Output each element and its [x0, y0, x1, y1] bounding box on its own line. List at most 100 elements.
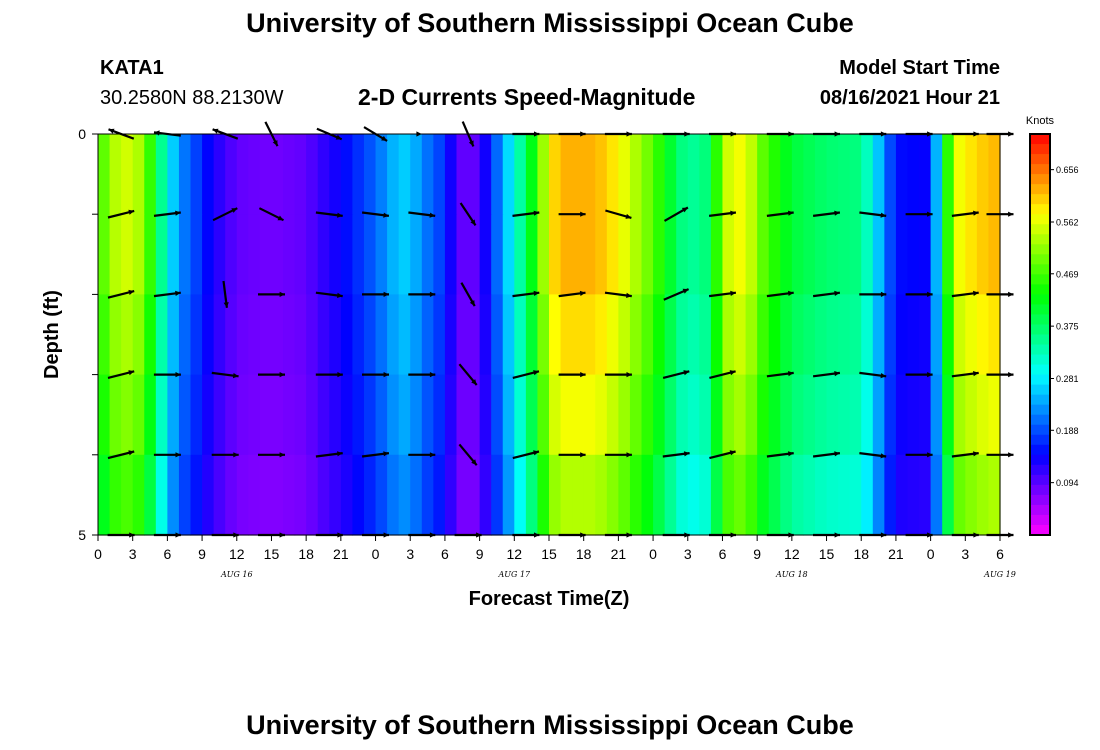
model-start-time: 08/16/2021 Hour 21 — [819, 87, 1000, 109]
heatmap-cell — [410, 214, 423, 295]
vector-head — [973, 371, 979, 377]
heatmap-cell — [745, 454, 758, 536]
heatmap-cell — [664, 214, 677, 295]
current-vector — [512, 290, 540, 298]
heatmap-cell — [676, 374, 689, 456]
heatmap-cell — [363, 294, 377, 376]
vector-head — [476, 532, 482, 538]
heatmap-cell — [930, 374, 943, 456]
heatmap-cell — [317, 294, 330, 376]
heatmap-cell — [468, 294, 481, 376]
heatmap-cell — [872, 454, 885, 536]
vector-head — [973, 451, 979, 457]
heatmap-cell — [953, 454, 966, 536]
heatmap-cell — [757, 454, 770, 536]
heatmap-cell — [225, 454, 238, 536]
heatmap-cell — [410, 374, 423, 456]
heatmap-cell — [306, 294, 319, 376]
vector-head — [834, 532, 840, 538]
current-vector — [663, 206, 689, 222]
heatmap-cell — [560, 294, 573, 376]
colorbar-band — [1030, 224, 1050, 235]
heatmap-cell — [653, 214, 666, 295]
colorbar-band — [1030, 134, 1050, 145]
heatmap-cell — [259, 134, 273, 215]
current-vector — [859, 131, 887, 137]
heatmap-cell — [98, 294, 111, 376]
heatmap-cell — [884, 374, 897, 456]
heatmap-cell — [988, 294, 1001, 376]
heatmap-cell — [803, 214, 816, 295]
x-tick-label: 0 — [372, 546, 380, 562]
colorbar-band — [1030, 294, 1050, 306]
heatmap-cell — [641, 294, 654, 376]
x-tick-label: 18 — [298, 546, 314, 562]
vector-head — [880, 453, 887, 459]
heatmap-cell — [329, 214, 342, 295]
current-vector — [454, 532, 482, 538]
colorbar-band — [1030, 154, 1050, 165]
vector-head — [579, 290, 586, 296]
heatmap-cell — [664, 134, 677, 215]
heatmap-cell — [734, 134, 747, 215]
colorbar-band — [1030, 494, 1050, 506]
date-label: AUG 19 — [983, 570, 1016, 579]
heatmap-cell — [514, 374, 527, 456]
heatmap-cell — [780, 214, 793, 295]
heatmap-cell — [132, 374, 145, 456]
current-vector — [315, 372, 343, 378]
current-vector — [859, 452, 887, 459]
heatmap-cell — [109, 134, 122, 215]
vector-head — [175, 532, 181, 538]
x-tick-label: 9 — [198, 546, 206, 562]
current-vector — [153, 130, 181, 137]
vector-head — [129, 532, 135, 538]
heatmap-cell — [155, 454, 168, 536]
current-vector — [604, 372, 632, 378]
heatmap-cell — [375, 134, 388, 215]
heatmap-cell — [225, 294, 238, 376]
heatmap-cell — [745, 294, 758, 376]
heatmap-cell — [849, 454, 862, 536]
x-tick-label: 12 — [229, 546, 245, 562]
heatmap-cell — [768, 294, 781, 376]
heatmap-cell — [155, 294, 168, 376]
heatmap-cell — [722, 134, 735, 215]
heatmap-cell — [745, 374, 758, 456]
heatmap-cell — [202, 374, 215, 456]
vector-head — [626, 292, 632, 298]
heatmap-cell — [317, 374, 330, 456]
current-vector — [107, 289, 135, 299]
heatmap-cell — [155, 134, 168, 215]
heatmap-cell — [248, 374, 261, 456]
heatmap-cell — [930, 294, 943, 376]
heatmap-cell — [155, 214, 168, 295]
heatmap-cell — [456, 454, 469, 536]
heatmap-cell — [930, 134, 943, 215]
current-vector — [558, 452, 586, 458]
heatmap-cell — [895, 294, 909, 376]
current-vector — [662, 451, 690, 458]
vector-head — [154, 130, 160, 136]
heatmap-cell — [595, 454, 608, 536]
vector-head — [729, 370, 736, 376]
heatmap-cell — [525, 374, 539, 456]
heatmap-cell — [375, 294, 388, 376]
heatmap-cell — [387, 294, 400, 376]
heatmap-cell — [259, 454, 273, 536]
current-vector — [951, 371, 979, 378]
heatmap-cell — [965, 374, 978, 456]
vector-head — [927, 452, 933, 458]
heatmap-cell — [144, 454, 157, 536]
y-axis-title: Depth (ft) — [41, 290, 63, 379]
current-vector — [859, 211, 887, 218]
heatmap-cell — [687, 454, 700, 536]
x-tick-label: 0 — [94, 546, 102, 562]
vector-head — [625, 213, 632, 219]
colorbar-band — [1030, 404, 1050, 416]
heatmap-cell — [537, 454, 550, 536]
vector-head — [533, 370, 539, 376]
current-vector — [264, 121, 279, 147]
heatmap-cell — [479, 454, 492, 536]
vector-head — [580, 211, 586, 217]
